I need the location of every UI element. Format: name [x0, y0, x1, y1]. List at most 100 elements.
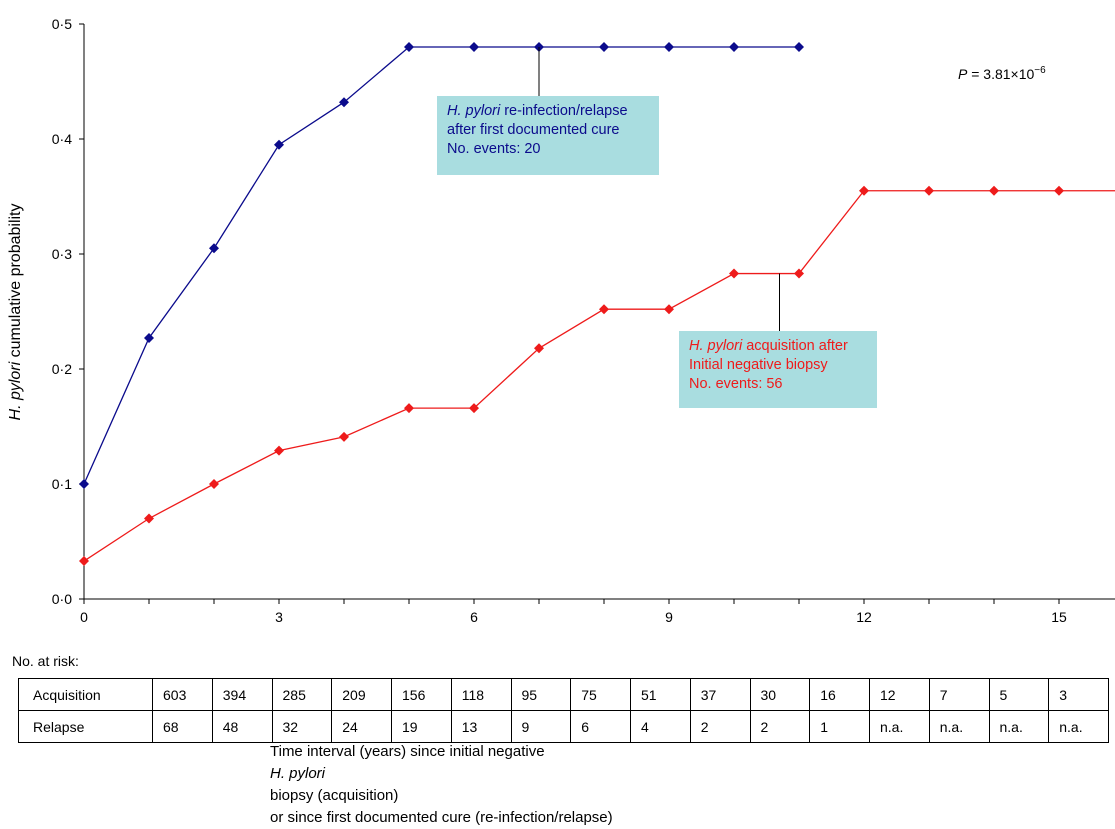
- relapse-point: [339, 97, 349, 108]
- at-risk-title: No. at risk:: [12, 653, 79, 669]
- at-risk-cell: 13: [450, 710, 512, 743]
- at-risk-cell: 5: [988, 678, 1050, 711]
- acquisition-point: [469, 403, 479, 414]
- y-tick-label: 0·4: [52, 131, 72, 147]
- x-tick-label: 9: [665, 609, 673, 625]
- relapse-line: [83, 46, 799, 485]
- at-risk-cell: 95: [510, 678, 572, 711]
- at-risk-cell: n.a.: [928, 710, 990, 743]
- acquisition-point: [664, 304, 674, 315]
- p-value: P = 3.81×10−6: [958, 65, 1046, 82]
- at-risk-cell: 603: [152, 678, 213, 711]
- relapse-point: [794, 42, 804, 52]
- x-axis-caption: Time interval (years) since initial nega…: [270, 741, 613, 829]
- acquisition-point: [339, 431, 349, 442]
- at-risk-row-acquisition: Acquisition 603 394 285 209 156 118 95 75 51 37 30 1…: [18, 678, 1109, 711]
- acquisition-point: [794, 268, 804, 279]
- at-risk-cell: 2: [689, 710, 751, 743]
- acquisition-point: [599, 304, 609, 315]
- relapse-point: [209, 243, 219, 254]
- x-tick-label: 6: [470, 609, 478, 625]
- relapse-series: [79, 42, 804, 489]
- relapse-annotation-line2: after first documented cure: [447, 122, 620, 138]
- at-risk-cell: 24: [331, 710, 392, 743]
- relapse-annotation-italic: H. pylori: [447, 103, 501, 119]
- relapse-point: [144, 332, 154, 343]
- at-risk-cell: 12: [869, 678, 930, 711]
- at-risk-row-label: Relapse: [18, 710, 153, 743]
- at-risk-cell: 285: [271, 678, 333, 711]
- at-risk-cell: 19: [391, 710, 452, 743]
- acquisition-point: [534, 343, 544, 354]
- acquisition-point: [989, 185, 999, 196]
- x-tick-label: 0: [80, 609, 88, 625]
- at-risk-cell: n.a.: [869, 710, 930, 743]
- at-risk-cell: 37: [689, 678, 751, 711]
- relapse-annotation-line3: No. events: 20: [447, 141, 541, 157]
- relapse-point: [79, 479, 89, 489]
- acquisition-point: [1054, 185, 1064, 196]
- at-risk-cell: n.a.: [988, 710, 1050, 743]
- cumulative-probability-chart: 0·0 0·1 0·2 0·3 0·4 0·5 0 3 6 9 12 15 H. pylori cum…: [7, 16, 1115, 625]
- relapse-point: [664, 42, 674, 52]
- at-risk-cell: 32: [271, 710, 333, 743]
- at-risk-cell: 30: [749, 678, 811, 711]
- y-tick-label: 0·2: [52, 361, 72, 377]
- acquisition-annotation: H. pylori acquisition after Initial nega…: [679, 331, 877, 408]
- at-risk-cell: 6: [570, 710, 631, 743]
- acquisition-point: [404, 403, 414, 414]
- y-tick-label: 0·0: [52, 591, 72, 607]
- relapse-point: [404, 42, 414, 52]
- acquisition-line: [83, 190, 1115, 562]
- at-risk-cell: 4: [630, 710, 691, 743]
- acquisition-annotation-italic: H. pylori: [689, 338, 743, 354]
- acquisition-annotation-line2: Initial negative biopsy: [689, 357, 828, 373]
- x-caption-line2: or since first documented cure (re-infec…: [270, 809, 613, 826]
- at-risk-cell: 2: [749, 710, 811, 743]
- relapse-point: [274, 139, 284, 150]
- relapse-point: [599, 42, 609, 52]
- at-risk-cell: 48: [211, 710, 273, 743]
- x-tick-label: 15: [1051, 609, 1067, 625]
- at-risk-cell: 1: [809, 710, 870, 743]
- acquisition-annotation-line3: No. events: 56: [689, 376, 783, 392]
- y-tick-label: 0·5: [52, 16, 72, 32]
- y-tick-label: 0·1: [52, 476, 72, 492]
- at-risk-cell: 68: [152, 710, 213, 743]
- x-caption-pre: Time interval (years) since initial nega…: [270, 743, 545, 760]
- axes: 0·0 0·1 0·2 0·3 0·4 0·5 0 3 6 9 12 15: [52, 16, 1115, 625]
- at-risk-table: Acquisition 603 394 285 209 156 118 95 75 51 37 30 1…: [18, 678, 1109, 743]
- acquisition-point: [79, 556, 89, 567]
- acquisition-point: [209, 479, 219, 489]
- x-caption-italic: H. pylori: [270, 765, 326, 782]
- acquisition-point: [144, 513, 154, 524]
- at-risk-cell: 75: [570, 678, 631, 711]
- at-risk-cell: 9: [510, 710, 572, 743]
- relapse-annotation: H. pylori re-infection/relapse after fir…: [437, 96, 659, 175]
- acquisition-point: [274, 445, 284, 456]
- y-axis-title: H. pylori cumulative probability: [7, 204, 24, 421]
- relapse-point: [469, 42, 479, 52]
- at-risk-row-label: Acquisition: [18, 678, 153, 711]
- acquisition-point: [859, 185, 869, 196]
- x-tick-label: 12: [856, 609, 872, 625]
- acquisition-point: [729, 268, 739, 279]
- at-risk-row-relapse: Relapse 68 48 32 24 19 13 9 6 4 2 2 1 n.a. n.a. n.a. n.a…: [18, 710, 1109, 743]
- at-risk-cell: 3: [1048, 678, 1109, 711]
- at-risk-cell: 394: [211, 678, 273, 711]
- acquisition-annotation-line1: acquisition after: [742, 338, 848, 354]
- x-caption-post: biopsy (acquisition): [270, 787, 399, 804]
- relapse-point: [729, 42, 739, 52]
- at-risk-cell: n.a.: [1048, 710, 1109, 743]
- at-risk-cell: 209: [331, 678, 392, 711]
- acquisition-series: [79, 185, 1115, 567]
- at-risk-cell: 16: [809, 678, 870, 711]
- y-tick-label: 0·3: [52, 246, 72, 262]
- relapse-annotation-line1: re-infection/relapse: [500, 103, 628, 119]
- at-risk-cell: 51: [630, 678, 691, 711]
- series-layer: [79, 42, 1115, 567]
- acquisition-point: [924, 185, 934, 196]
- x-tick-label: 3: [275, 609, 283, 625]
- at-risk-cell: 7: [928, 678, 990, 711]
- at-risk-cell: 156: [391, 678, 452, 711]
